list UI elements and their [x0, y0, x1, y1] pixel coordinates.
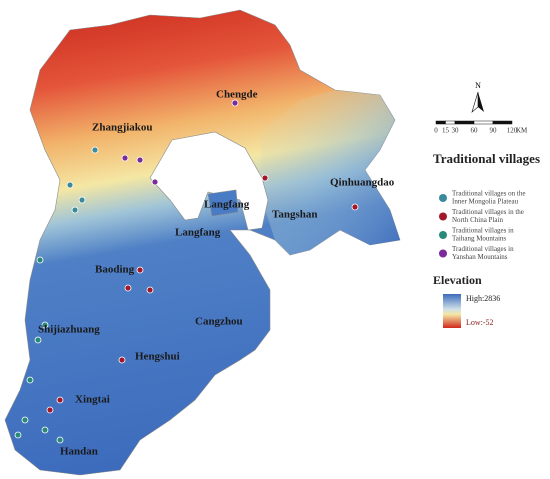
- village-dot: [151, 178, 159, 186]
- village-dot: [231, 99, 239, 107]
- elevation-low: Low:-52: [466, 318, 494, 327]
- village-dot: [14, 431, 22, 439]
- village-dot: [66, 181, 74, 189]
- scale-label: 120: [507, 127, 518, 135]
- legend-label: Traditional villages in the: [452, 208, 524, 216]
- village-dot: [351, 203, 359, 211]
- beijing-tianjin-gap: [149, 131, 269, 231]
- scale-label: 15: [442, 127, 450, 135]
- legend-label: North China Plain: [452, 216, 503, 224]
- village-dot: [36, 256, 44, 264]
- village-dot: [261, 174, 269, 182]
- north-arrow: N: [471, 81, 484, 113]
- province: [4, 9, 401, 476]
- scale-segment: [435, 120, 446, 125]
- city-label: Langfang: [204, 199, 250, 211]
- city-labels: Chengde Zhangjiakou Qinhuangdao Langfang…: [38, 89, 395, 458]
- village-dot: [118, 356, 126, 364]
- scale-segment: [473, 120, 494, 125]
- village-dot: [26, 376, 34, 384]
- compass-label: N: [475, 81, 481, 90]
- village-dot: [124, 284, 132, 292]
- scale-unit: KM: [516, 127, 528, 135]
- arrow-half: [478, 92, 484, 112]
- scale-segment: [445, 120, 456, 125]
- legend-label: Yanshan Mountains: [452, 253, 508, 261]
- village-dot: [41, 321, 49, 329]
- village-dot: [136, 156, 144, 164]
- city-label: Handan: [60, 446, 98, 458]
- elevation-ramp: [443, 294, 461, 328]
- village-dot: [71, 206, 79, 214]
- village-points: [14, 99, 359, 444]
- legend-label: Inner Mongolia Plateau: [452, 198, 519, 206]
- village-dot: [21, 416, 29, 424]
- city-label: Chengde: [216, 89, 258, 101]
- legend-label: Traditional villages in: [452, 227, 514, 235]
- arrow-half: [471, 91, 479, 113]
- city-label: Langfang: [175, 227, 221, 239]
- city-label: Qinhuangdao: [330, 177, 395, 189]
- village-dot: [121, 154, 129, 162]
- village-dot: [56, 436, 64, 444]
- scale-segment: [454, 120, 475, 125]
- legend-marker: [439, 249, 447, 258]
- village-dot: [146, 286, 154, 294]
- elevation-high: High:2836: [466, 294, 500, 303]
- scale-label: 0: [434, 127, 438, 135]
- city-label: Baoding: [95, 264, 135, 276]
- village-dot: [34, 336, 42, 344]
- legend-label: Traditional villages in: [452, 245, 514, 253]
- east-shading: [260, 90, 400, 255]
- village-dot: [78, 196, 86, 204]
- legend-marker: [439, 231, 447, 239]
- city-label: Xingtai: [75, 394, 110, 406]
- village-dot: [136, 266, 144, 274]
- legend-marker: [439, 212, 447, 221]
- scale-label: 90: [490, 127, 498, 135]
- legend-label: Taihang Mountains: [452, 235, 506, 243]
- village-dot: [41, 426, 49, 434]
- village-dot: [46, 406, 54, 414]
- city-label: Hengshui: [135, 351, 180, 363]
- hebei-region: [4, 9, 401, 476]
- legend-marker: [439, 194, 447, 202]
- scale-label: 60: [471, 127, 479, 135]
- legend-title: Traditional villages: [433, 151, 540, 166]
- langfang-exclave: [207, 189, 239, 217]
- scale-label: 30: [452, 127, 460, 135]
- legend-label: Traditional villages on the: [452, 190, 525, 198]
- city-label: Cangzhou: [195, 316, 243, 328]
- scale-segment: [492, 120, 513, 125]
- elevation-title: Elevation: [433, 273, 482, 287]
- village-dot: [91, 146, 99, 154]
- city-label: Tangshan: [272, 209, 317, 221]
- village-dot: [56, 396, 64, 404]
- city-label: Zhangjiakou: [92, 122, 153, 134]
- city-label: Shijiazhuang: [38, 324, 100, 336]
